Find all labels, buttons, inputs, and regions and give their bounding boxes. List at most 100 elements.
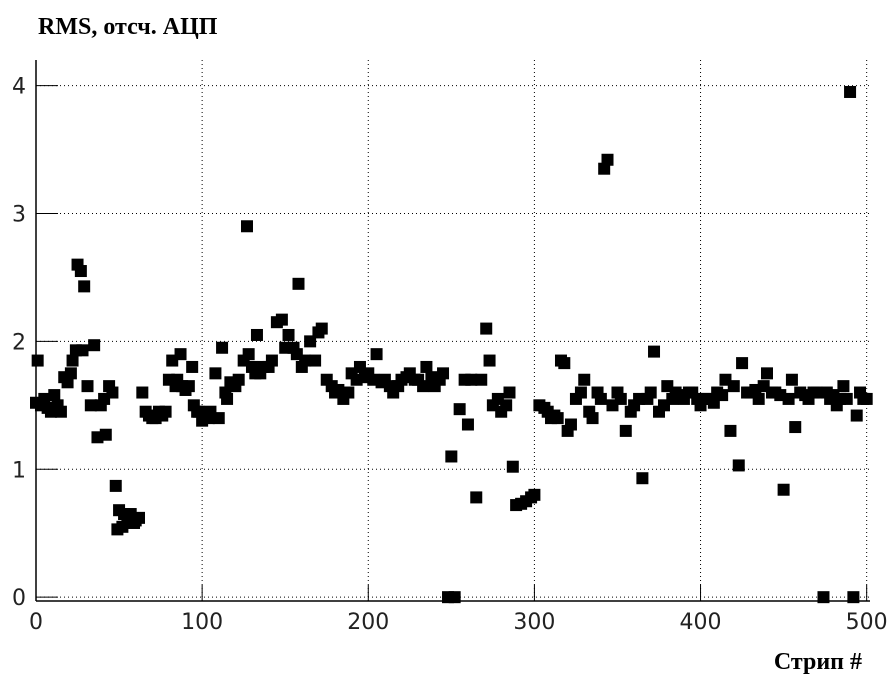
point (752, 392, 765, 405)
point (601, 153, 614, 166)
point (470, 491, 483, 504)
point (299, 354, 312, 367)
point (760, 367, 773, 380)
point (99, 428, 112, 441)
point (109, 479, 122, 492)
point (292, 277, 305, 290)
point (483, 354, 496, 367)
y-tick-label: 1 (12, 458, 26, 483)
point (594, 392, 607, 405)
x-tick-label: 200 (347, 610, 389, 635)
point (480, 322, 493, 335)
point (88, 339, 101, 352)
point (315, 322, 328, 335)
point (240, 220, 253, 233)
point (66, 354, 79, 367)
point (48, 389, 61, 402)
point (727, 380, 740, 393)
point (844, 85, 857, 98)
y-tick-label: 3 (12, 202, 26, 227)
point (528, 488, 541, 501)
point (242, 348, 255, 361)
point (644, 386, 657, 399)
chart-title: RMS, отсч. АЦП (38, 14, 218, 40)
point (789, 421, 802, 434)
point (448, 591, 461, 604)
point (74, 265, 87, 278)
point (636, 472, 649, 485)
point (275, 313, 288, 326)
point (724, 424, 737, 437)
point (453, 403, 466, 416)
point (614, 392, 627, 405)
point (850, 409, 863, 422)
point (782, 392, 795, 405)
point (551, 412, 564, 425)
x-tick-label: 100 (181, 610, 223, 635)
point (445, 450, 458, 463)
point (777, 483, 790, 496)
point (847, 591, 860, 604)
x-tick-label: 400 (680, 610, 722, 635)
point (265, 354, 278, 367)
point (232, 373, 245, 386)
point (186, 360, 199, 373)
y-tick-label: 4 (12, 75, 26, 100)
point (61, 376, 74, 389)
point (182, 380, 195, 393)
point (76, 344, 89, 357)
point (420, 360, 433, 373)
point (124, 508, 137, 521)
point (574, 386, 587, 399)
point (736, 357, 749, 370)
point (817, 591, 830, 604)
point (209, 367, 222, 380)
point (64, 367, 77, 380)
point (837, 380, 850, 393)
point (840, 392, 853, 405)
point (81, 380, 94, 393)
point (342, 386, 355, 399)
point (578, 373, 591, 386)
point (716, 389, 729, 402)
point (475, 373, 488, 386)
point (558, 357, 571, 370)
point (648, 345, 661, 358)
point (212, 412, 225, 425)
point (461, 418, 474, 431)
point (810, 386, 823, 399)
point (133, 511, 146, 524)
point (250, 328, 263, 341)
point (54, 405, 67, 418)
point (465, 373, 478, 386)
point (437, 367, 450, 380)
point (506, 460, 519, 473)
x-tick-label: 500 (846, 610, 888, 635)
y-tick-label: 2 (12, 330, 26, 355)
point (619, 424, 632, 437)
point (174, 348, 187, 361)
x-tick-label: 0 (29, 610, 43, 635)
point (564, 418, 577, 431)
point (860, 392, 873, 405)
point (245, 360, 258, 373)
point (136, 386, 149, 399)
point (785, 373, 798, 386)
x-axis-label: Стрип # (774, 649, 862, 675)
point (586, 412, 599, 425)
x-tick-label: 300 (513, 610, 555, 635)
point (31, 354, 44, 367)
point (106, 386, 119, 399)
point (309, 354, 322, 367)
point (221, 392, 234, 405)
y-tick-label: 0 (12, 586, 26, 611)
point (216, 341, 229, 354)
point (159, 405, 172, 418)
point (84, 399, 97, 412)
point (78, 280, 91, 293)
point (500, 399, 513, 412)
point (503, 386, 516, 399)
point (732, 459, 745, 472)
point (370, 348, 383, 361)
